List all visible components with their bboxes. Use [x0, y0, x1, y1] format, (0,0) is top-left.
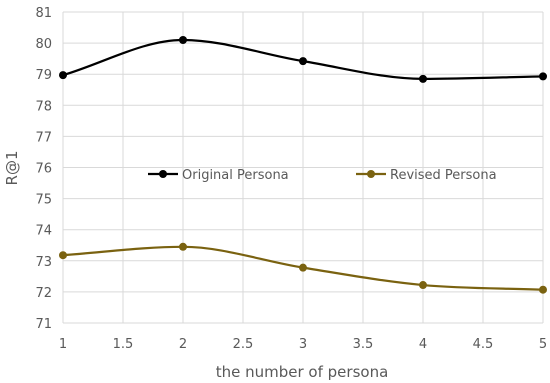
x-tick-label: 3.5	[353, 337, 374, 352]
x-tick-label: 2	[179, 337, 187, 352]
grid	[62, 11, 544, 324]
y-tick-label: 79	[35, 68, 52, 83]
y-tick-label: 71	[35, 317, 52, 332]
x-tick-labels: 1 1.5 2 2.5 3 3.5 4 4.5 5	[59, 337, 547, 352]
y-tick-labels: 71 72 73 74 75 76 77 78 79 80 81	[35, 6, 52, 332]
series-lines	[59, 35, 547, 294]
data-point	[299, 263, 307, 272]
legend-marker	[159, 170, 167, 178]
y-tick-label: 78	[35, 99, 52, 114]
x-tick-label: 5	[539, 337, 547, 352]
data-point	[419, 281, 427, 290]
y-tick-label: 76	[35, 162, 52, 177]
x-tick-label: 4	[419, 337, 427, 352]
legend-marker	[367, 170, 375, 178]
legend-item: Original Persona	[148, 168, 289, 183]
data-point	[539, 285, 547, 294]
y-tick-label: 72	[35, 286, 52, 301]
y-tick-label: 75	[35, 193, 52, 208]
y-tick-label: 74	[35, 224, 52, 239]
y-axis-title: R@1	[3, 151, 21, 186]
data-point	[539, 72, 547, 81]
x-tick-label: 1	[59, 337, 67, 352]
data-point	[179, 242, 187, 251]
x-tick-label: 4.5	[473, 337, 494, 352]
legend-label: Revised Persona	[390, 168, 497, 183]
x-axis-title: the number of persona	[216, 363, 389, 381]
y-tick-label: 80	[35, 37, 52, 52]
data-point	[419, 74, 427, 83]
data-point	[59, 71, 67, 80]
x-tick-label: 1.5	[113, 337, 134, 352]
x-tick-label: 2.5	[233, 337, 254, 352]
legend-item: Revised Persona	[356, 168, 497, 183]
data-point	[59, 251, 67, 260]
data-point	[179, 35, 187, 44]
x-tick-label: 3	[299, 337, 307, 352]
data-point	[299, 57, 307, 66]
y-tick-label: 77	[35, 130, 52, 145]
y-tick-label: 81	[35, 6, 52, 21]
legend-label: Original Persona	[182, 168, 289, 183]
legend: Original Persona Revised Persona	[148, 168, 497, 183]
y-tick-label: 73	[35, 255, 52, 270]
